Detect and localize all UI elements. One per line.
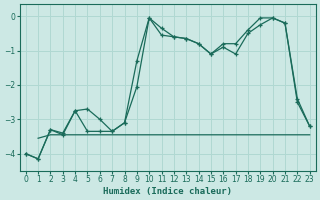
X-axis label: Humidex (Indice chaleur): Humidex (Indice chaleur)	[103, 187, 232, 196]
